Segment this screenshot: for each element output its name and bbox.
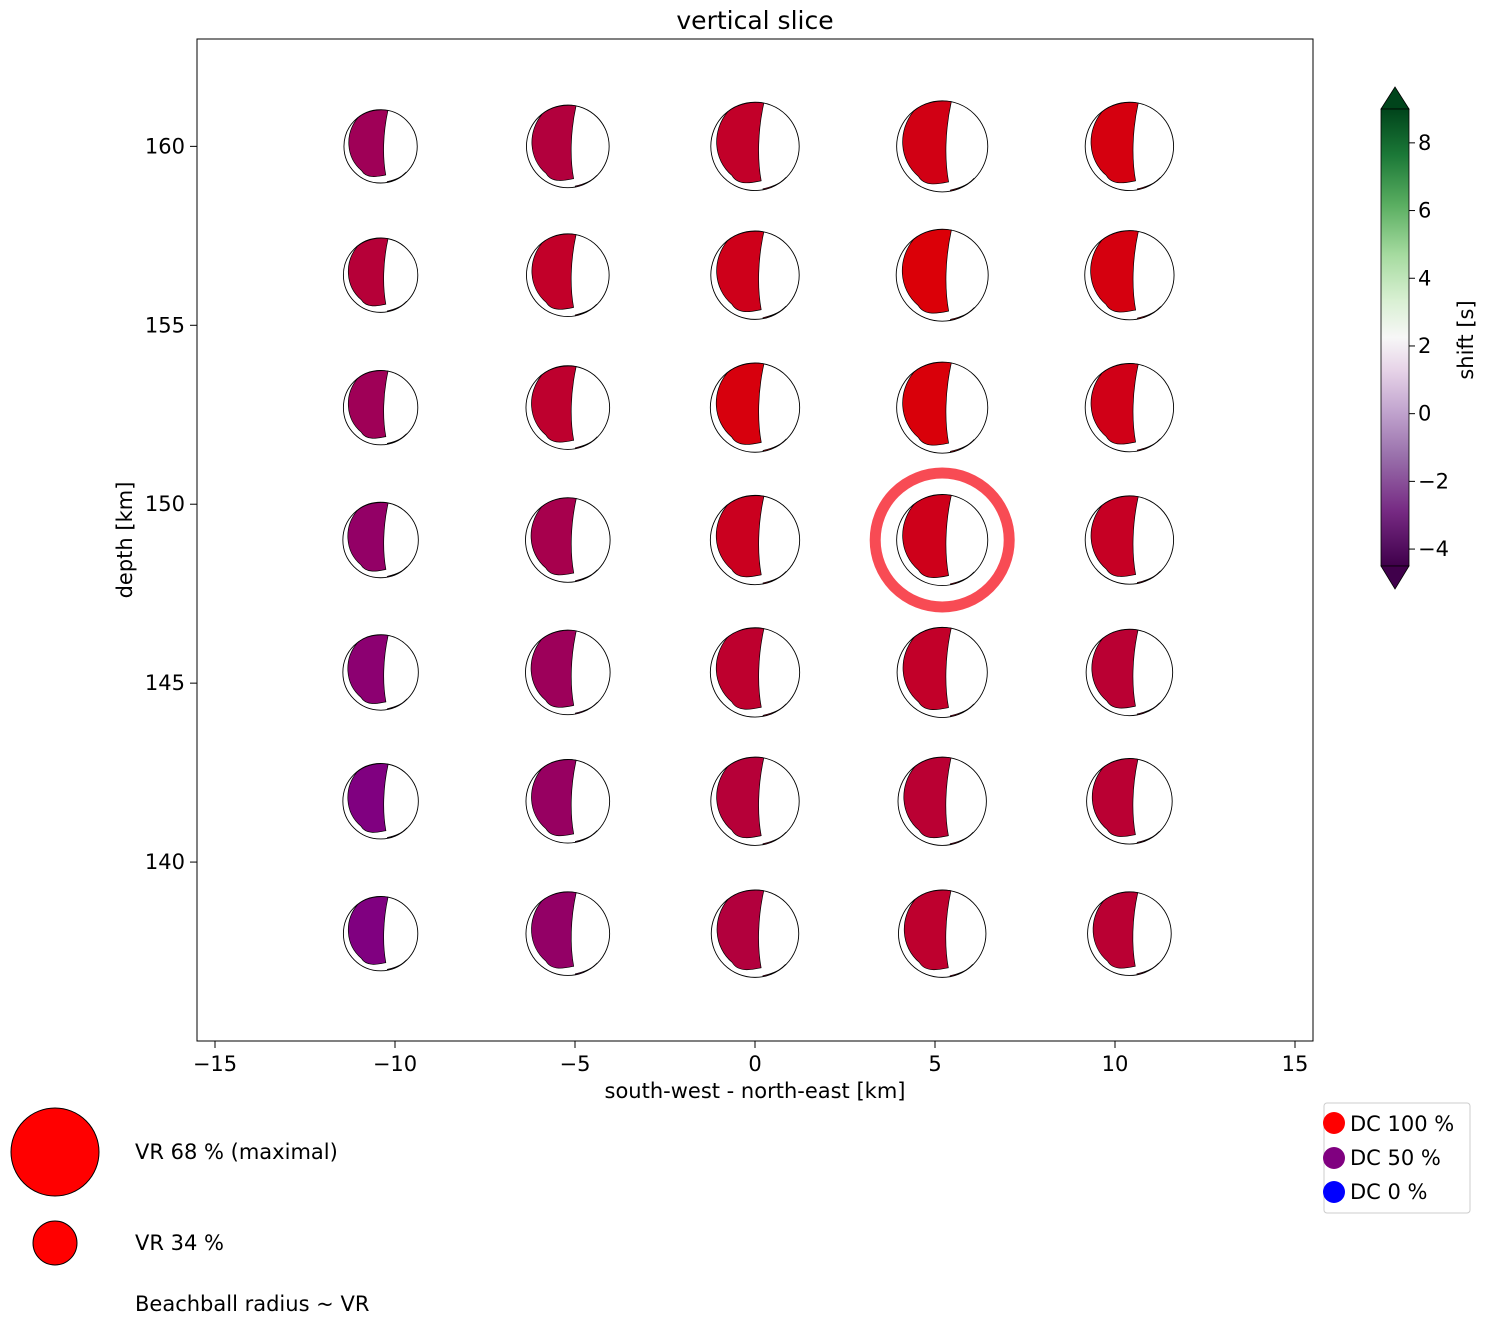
beachball — [1084, 495, 1175, 585]
colorbar-ticks: −4 −2 0 2 4 6 8 — [1409, 131, 1449, 561]
beachball-note: Beachball radius ~ VR — [135, 1292, 369, 1316]
colorbar-extend-bottom — [1380, 565, 1410, 590]
y-tick-label: 150 — [145, 492, 185, 516]
beachball — [525, 497, 611, 583]
colorbar-label: shift [s] — [1454, 300, 1478, 379]
vr-min-label: VR 34 % — [135, 1231, 224, 1255]
beachball — [525, 365, 611, 450]
beachball — [898, 889, 987, 978]
beachball — [1086, 757, 1173, 845]
beachball — [1084, 362, 1175, 453]
y-tick-label: 160 — [145, 134, 185, 158]
dc-50-marker — [1323, 1147, 1345, 1169]
colorbar-tick-label: 0 — [1418, 402, 1431, 426]
colorbar-extend-top — [1380, 86, 1410, 110]
dc-50-label: DC 50 % — [1350, 1146, 1441, 1170]
colorbar-tick-label: 6 — [1418, 199, 1431, 223]
colorbar-tick-label: 4 — [1418, 266, 1431, 290]
vr-max-ball — [10, 1107, 100, 1197]
dc-0-marker — [1323, 1181, 1345, 1203]
chart-title: vertical slice — [676, 6, 833, 35]
x-tick-label: −5 — [560, 1052, 591, 1076]
y-axis-label: depth [km] — [113, 482, 137, 599]
dc-100-label: DC 100 % — [1350, 1112, 1454, 1136]
beachball — [1084, 230, 1175, 321]
beachball — [343, 109, 418, 184]
beachball — [342, 501, 419, 579]
beachball — [710, 889, 800, 978]
x-tick-label: −15 — [193, 1052, 237, 1076]
x-tick-label: 0 — [748, 1052, 761, 1076]
x-axis-label: south-west - north-east [km] — [605, 1079, 906, 1103]
y-tick-label: 145 — [145, 671, 185, 695]
beachball — [710, 101, 800, 192]
best-solution-marker — [869, 467, 1015, 613]
vr-legend: VR 68 % (maximal) VR 34 % Beachball radi… — [10, 1107, 369, 1316]
beachball — [526, 104, 610, 189]
x-tick-label: 5 — [928, 1052, 941, 1076]
beachball — [1085, 628, 1174, 717]
x-axis: −15 −10 −5 0 5 10 15 — [193, 1041, 1309, 1076]
beachball — [896, 626, 988, 718]
colorbar-tick-label: 8 — [1418, 131, 1431, 155]
dc-100-marker — [1323, 1112, 1345, 1134]
beachball — [896, 493, 989, 587]
beachball — [1087, 891, 1172, 976]
dc-legend: DC 100 % DC 50 % DC 0 % — [1323, 1102, 1471, 1214]
beachball — [342, 237, 419, 313]
beachball — [525, 891, 611, 976]
x-tick-label: 10 — [1102, 1052, 1129, 1076]
beachball — [526, 233, 610, 317]
beachball — [710, 230, 800, 320]
colorbar-tick-label: 2 — [1418, 334, 1431, 358]
beachball — [709, 362, 801, 453]
beachball — [525, 629, 611, 716]
beachball — [342, 369, 419, 446]
vr-min-ball — [32, 1220, 78, 1266]
beachball — [896, 100, 989, 193]
colorbar: −4 −2 0 2 4 6 8 shift [s] — [1380, 86, 1478, 590]
beachball — [342, 763, 419, 840]
colorbar-body — [1380, 108, 1410, 567]
beachball — [709, 627, 801, 718]
beachball-grid — [342, 100, 1175, 978]
x-tick-label: −10 — [373, 1052, 417, 1076]
beachball — [342, 895, 419, 972]
y-tick-label: 155 — [145, 313, 185, 337]
beachball — [342, 634, 419, 711]
beachball — [897, 756, 987, 846]
beachball — [895, 228, 989, 322]
y-axis: 140 145 150 155 160 — [145, 134, 197, 874]
beachball — [710, 756, 800, 846]
colorbar-tick-label: −2 — [1418, 469, 1449, 493]
dc-0-label: DC 0 % — [1350, 1180, 1428, 1204]
x-tick-label: 15 — [1282, 1052, 1309, 1076]
vr-max-label: VR 68 % (maximal) — [135, 1140, 338, 1164]
plot-area — [342, 100, 1175, 978]
beachball — [1084, 101, 1175, 192]
y-tick-label: 140 — [145, 850, 185, 874]
colorbar-tick-label: −4 — [1418, 537, 1449, 561]
beachball — [709, 494, 801, 586]
beachball — [896, 361, 989, 454]
beachball — [525, 758, 611, 844]
